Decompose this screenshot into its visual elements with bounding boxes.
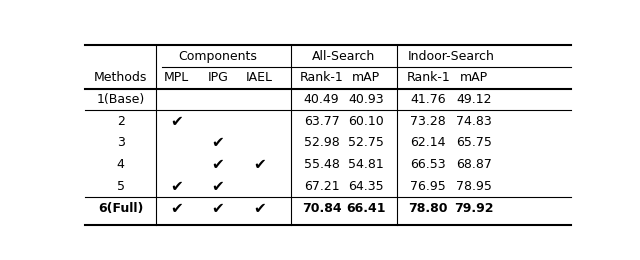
Text: 6(Full): 6(Full)	[98, 202, 143, 214]
Text: 5: 5	[116, 180, 125, 193]
Text: 55.48: 55.48	[303, 158, 339, 171]
Text: Rank-1: Rank-1	[300, 71, 344, 84]
Text: 60.10: 60.10	[348, 115, 384, 128]
Text: All-Search: All-Search	[312, 50, 376, 63]
Text: IAEL: IAEL	[246, 71, 273, 84]
Text: ✔: ✔	[211, 135, 224, 150]
Text: Rank-1: Rank-1	[406, 71, 450, 84]
Text: 70.84: 70.84	[301, 202, 341, 214]
Text: 2: 2	[116, 115, 125, 128]
Text: 62.14: 62.14	[410, 136, 446, 149]
Text: Methods: Methods	[94, 71, 147, 84]
Text: 78.80: 78.80	[408, 202, 448, 214]
Text: ✔: ✔	[170, 114, 183, 129]
Text: ✔: ✔	[211, 200, 224, 216]
Text: 67.21: 67.21	[304, 180, 339, 193]
Text: 54.81: 54.81	[348, 158, 384, 171]
Text: 4: 4	[116, 158, 125, 171]
Text: 52.75: 52.75	[348, 136, 384, 149]
Text: ✔: ✔	[211, 157, 224, 172]
Text: ✔: ✔	[170, 179, 183, 194]
Text: ✔: ✔	[253, 200, 266, 216]
Text: 76.95: 76.95	[410, 180, 446, 193]
Text: ✔: ✔	[253, 157, 266, 172]
Text: 78.95: 78.95	[456, 180, 492, 193]
Text: 3: 3	[116, 136, 125, 149]
Text: mAP: mAP	[460, 71, 488, 84]
Text: Indoor-Search: Indoor-Search	[408, 50, 495, 63]
Text: 1(Base): 1(Base)	[97, 93, 145, 106]
Text: 41.76: 41.76	[410, 93, 446, 106]
Text: 49.12: 49.12	[456, 93, 492, 106]
Text: MPL: MPL	[164, 71, 189, 84]
Text: 64.35: 64.35	[348, 180, 384, 193]
Text: 73.28: 73.28	[410, 115, 446, 128]
Text: 40.93: 40.93	[348, 93, 384, 106]
Text: ✔: ✔	[170, 200, 183, 216]
Text: 74.83: 74.83	[456, 115, 492, 128]
Text: 63.77: 63.77	[303, 115, 339, 128]
Text: 52.98: 52.98	[303, 136, 339, 149]
Text: 40.49: 40.49	[304, 93, 339, 106]
Text: mAP: mAP	[352, 71, 380, 84]
Text: IPG: IPG	[207, 71, 228, 84]
Text: 66.53: 66.53	[410, 158, 446, 171]
Text: 68.87: 68.87	[456, 158, 492, 171]
Text: 79.92: 79.92	[454, 202, 494, 214]
Text: 65.75: 65.75	[456, 136, 492, 149]
Text: Components: Components	[179, 50, 257, 63]
Text: ✔: ✔	[211, 179, 224, 194]
Text: 66.41: 66.41	[346, 202, 386, 214]
